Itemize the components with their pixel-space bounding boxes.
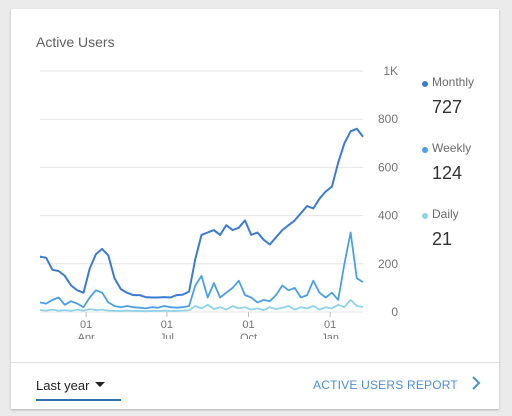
x-tick-label: Jan (321, 332, 339, 339)
legend-label-weekly: Weekly (432, 141, 472, 155)
legend-dot-monthly (422, 81, 428, 87)
x-tick-label: Jul (160, 332, 174, 339)
card-title: Active Users (36, 34, 115, 50)
report-link-label: ACTIVE USERS REPORT (313, 378, 458, 392)
x-tick-label: Apr (78, 332, 95, 339)
legend-label-monthly: Monthly (432, 75, 475, 89)
period-dropdown[interactable]: Last year (36, 375, 121, 401)
series-line-monthly (39, 127, 364, 299)
series-line-weekly (39, 231, 364, 310)
caret-down-icon (95, 382, 105, 387)
y-tick-label: 200 (378, 257, 398, 271)
x-tick-label: 01 (80, 319, 92, 331)
x-tick-label: 01 (161, 319, 173, 331)
y-tick-label: 0 (391, 305, 398, 319)
active-users-report-link[interactable]: ACTIVE USERS REPORT (313, 376, 481, 396)
footer-divider (11, 362, 499, 363)
y-tick-label: 800 (378, 112, 398, 126)
legend-dot-weekly (422, 147, 428, 153)
legend-dot-daily (422, 213, 428, 219)
legend-value-monthly: 727 (432, 97, 463, 117)
legend-label-daily: Daily (432, 207, 459, 221)
x-tick-label: Oct (240, 332, 257, 339)
y-tick-label: 1K (383, 64, 398, 78)
legend-value-daily: 21 (432, 229, 453, 249)
period-label: Last year (36, 378, 90, 393)
x-tick-label: 01 (324, 319, 336, 331)
legend-value-weekly: 124 (432, 163, 463, 183)
series-line-daily (39, 299, 364, 313)
chevron-right-icon (472, 376, 481, 390)
active-users-card: Active Users 0 200 400 600 800 1K 01 Apr 01 Jul 01… (11, 9, 499, 409)
y-tick-label: 400 (378, 209, 398, 223)
x-tick-label: 01 (242, 319, 254, 331)
y-tick-label: 600 (378, 160, 398, 174)
